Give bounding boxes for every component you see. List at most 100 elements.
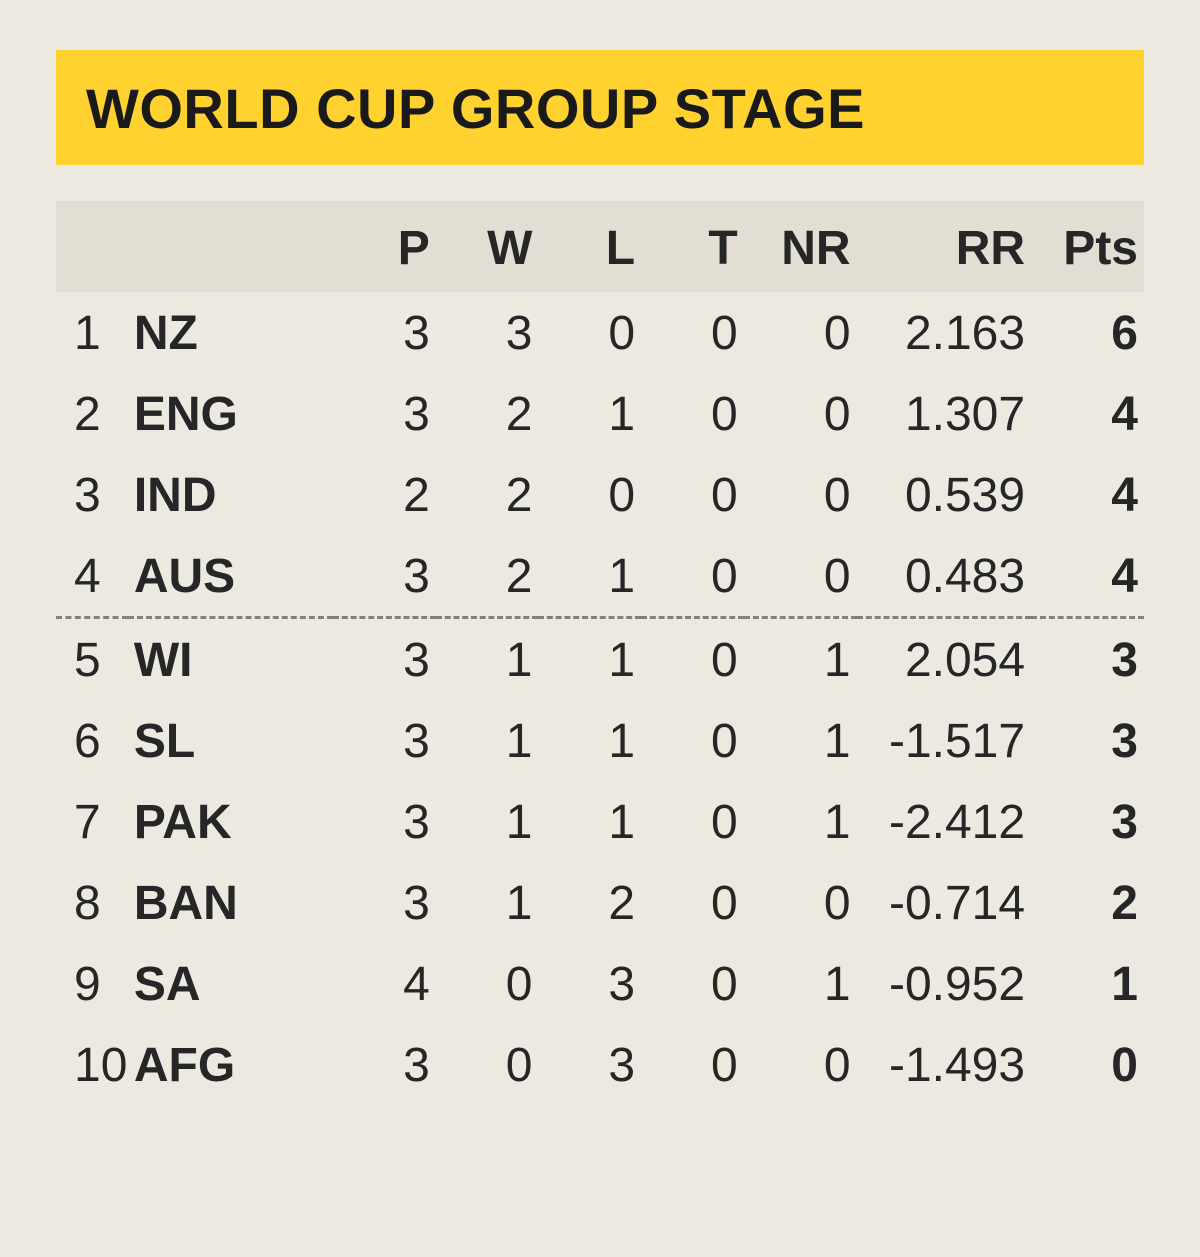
table-row: 8BAN31200-0.7142	[56, 862, 1144, 943]
pts-cell: 3	[1031, 618, 1144, 701]
rank-cell: 3	[56, 454, 128, 535]
table-row: 3IND220000.5394	[56, 454, 1144, 535]
l-cell: 3	[538, 943, 641, 1024]
standings-card: WORLD CUP GROUP STAGE P W L T NR RR Pts …	[0, 0, 1200, 1155]
table-row: 2ENG321001.3074	[56, 373, 1144, 454]
rr-cell: 2.163	[857, 292, 1031, 373]
t-cell: 0	[641, 1024, 744, 1105]
pts-cell: 2	[1031, 862, 1144, 943]
nr-cell: 0	[744, 373, 857, 454]
w-cell: 1	[436, 618, 539, 701]
col-pts: Pts	[1031, 201, 1144, 292]
rank-cell: 8	[56, 862, 128, 943]
header-row: P W L T NR RR Pts	[56, 201, 1144, 292]
p-cell: 3	[333, 618, 436, 701]
p-cell: 3	[333, 535, 436, 618]
w-cell: 2	[436, 535, 539, 618]
team-cell: WI	[128, 618, 333, 701]
team-cell: NZ	[128, 292, 333, 373]
t-cell: 0	[641, 292, 744, 373]
col-team	[128, 201, 333, 292]
rr-cell: 1.307	[857, 373, 1031, 454]
p-cell: 2	[333, 454, 436, 535]
col-t: T	[641, 201, 744, 292]
nr-cell: 1	[744, 700, 857, 781]
table-row: 10AFG30300-1.4930	[56, 1024, 1144, 1105]
p-cell: 3	[333, 862, 436, 943]
l-cell: 0	[538, 454, 641, 535]
rank-cell: 2	[56, 373, 128, 454]
w-cell: 0	[436, 1024, 539, 1105]
pts-cell: 6	[1031, 292, 1144, 373]
rr-cell: 0.483	[857, 535, 1031, 618]
nr-cell: 0	[744, 535, 857, 618]
t-cell: 0	[641, 535, 744, 618]
team-cell: BAN	[128, 862, 333, 943]
team-cell: SA	[128, 943, 333, 1024]
rr-cell: -2.412	[857, 781, 1031, 862]
l-cell: 1	[538, 618, 641, 701]
rank-cell: 7	[56, 781, 128, 862]
t-cell: 0	[641, 862, 744, 943]
w-cell: 2	[436, 373, 539, 454]
rank-cell: 6	[56, 700, 128, 781]
team-cell: PAK	[128, 781, 333, 862]
w-cell: 1	[436, 781, 539, 862]
rr-cell: 0.539	[857, 454, 1031, 535]
pts-cell: 4	[1031, 373, 1144, 454]
rr-cell: -0.714	[857, 862, 1031, 943]
rank-cell: 9	[56, 943, 128, 1024]
col-rank	[56, 201, 128, 292]
w-cell: 1	[436, 700, 539, 781]
t-cell: 0	[641, 373, 744, 454]
team-cell: IND	[128, 454, 333, 535]
p-cell: 4	[333, 943, 436, 1024]
rr-cell: -0.952	[857, 943, 1031, 1024]
w-cell: 0	[436, 943, 539, 1024]
t-cell: 0	[641, 700, 744, 781]
rank-cell: 1	[56, 292, 128, 373]
title-bar: WORLD CUP GROUP STAGE	[56, 50, 1144, 165]
team-cell: AUS	[128, 535, 333, 618]
col-rr: RR	[857, 201, 1031, 292]
table-row: 4AUS321000.4834	[56, 535, 1144, 618]
table-row: 5WI311012.0543	[56, 618, 1144, 701]
table-row: 6SL31101-1.5173	[56, 700, 1144, 781]
table-row: 7PAK31101-2.4123	[56, 781, 1144, 862]
l-cell: 2	[538, 862, 641, 943]
col-w: W	[436, 201, 539, 292]
pts-cell: 3	[1031, 781, 1144, 862]
nr-cell: 0	[744, 454, 857, 535]
l-cell: 1	[538, 535, 641, 618]
rank-cell: 4	[56, 535, 128, 618]
l-cell: 1	[538, 781, 641, 862]
col-nr: NR	[744, 201, 857, 292]
col-p: P	[333, 201, 436, 292]
rank-cell: 5	[56, 618, 128, 701]
nr-cell: 0	[744, 1024, 857, 1105]
w-cell: 3	[436, 292, 539, 373]
w-cell: 2	[436, 454, 539, 535]
w-cell: 1	[436, 862, 539, 943]
table-row: 9SA40301-0.9521	[56, 943, 1144, 1024]
p-cell: 3	[333, 292, 436, 373]
nr-cell: 1	[744, 618, 857, 701]
t-cell: 0	[641, 618, 744, 701]
rr-cell: -1.493	[857, 1024, 1031, 1105]
p-cell: 3	[333, 373, 436, 454]
t-cell: 0	[641, 454, 744, 535]
pts-cell: 4	[1031, 535, 1144, 618]
team-cell: SL	[128, 700, 333, 781]
pts-cell: 0	[1031, 1024, 1144, 1105]
p-cell: 3	[333, 781, 436, 862]
col-l: L	[538, 201, 641, 292]
rank-cell: 10	[56, 1024, 128, 1105]
pts-cell: 3	[1031, 700, 1144, 781]
pts-cell: 4	[1031, 454, 1144, 535]
table-body: 1NZ330002.16362ENG321001.30743IND220000.…	[56, 292, 1144, 1105]
l-cell: 1	[538, 373, 641, 454]
l-cell: 1	[538, 700, 641, 781]
t-cell: 0	[641, 781, 744, 862]
table-row: 1NZ330002.1636	[56, 292, 1144, 373]
team-cell: ENG	[128, 373, 333, 454]
